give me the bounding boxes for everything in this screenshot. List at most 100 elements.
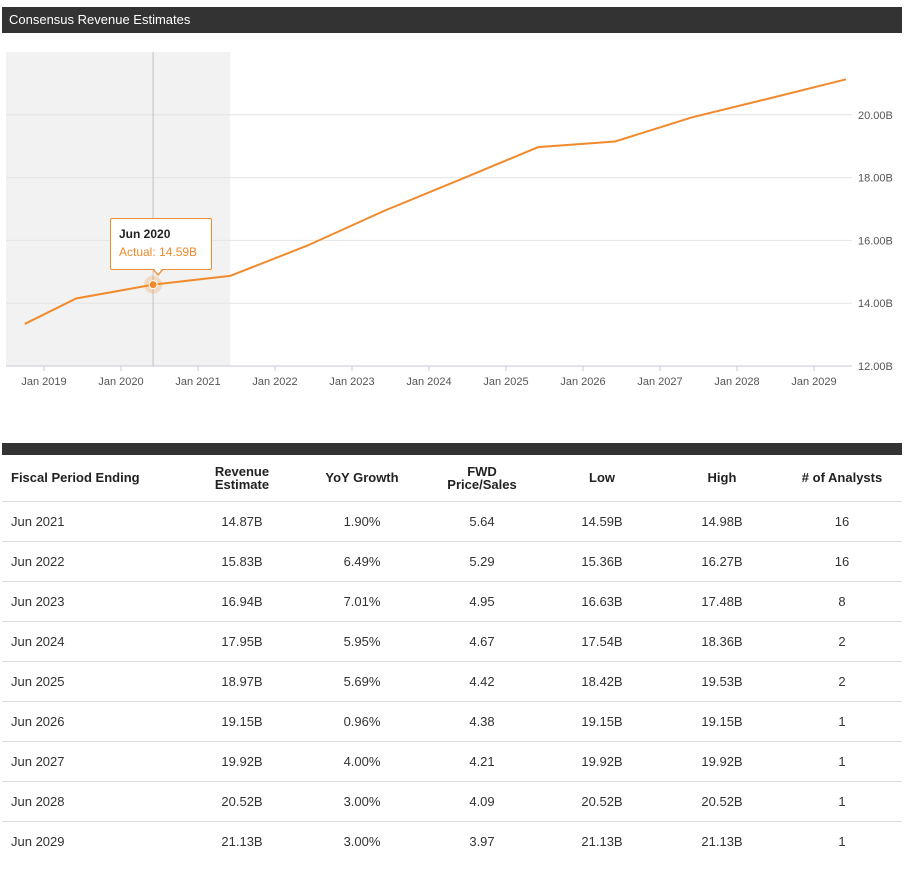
table-header-row: Fiscal Period Ending Revenue Estimate YoY… xyxy=(2,455,902,502)
yoy-growth-cell: 3.00% xyxy=(343,833,381,849)
high-cell: 20.52B xyxy=(662,781,782,822)
low-cell: 17.54B xyxy=(542,621,662,662)
analysts-cell: 2 xyxy=(782,621,902,662)
high-cell: 17.48B xyxy=(662,581,782,622)
revenue-estimate-cell: 14.87B xyxy=(182,501,302,542)
actual-region-shade xyxy=(6,52,231,366)
high-cell: 18.36B xyxy=(662,621,782,662)
analysts-cell: 16 xyxy=(782,541,902,582)
table-row: Jun 2022 15.83B 6.49% 5.29 15.36B 16.27B 16 xyxy=(2,541,902,582)
fiscal-period-cell: Jun 2023 xyxy=(2,581,182,622)
analysts-cell: 1 xyxy=(782,781,902,822)
low-cell: 19.92B xyxy=(542,741,662,782)
low-cell: 18.42B xyxy=(542,661,662,702)
x-tick-label: Jan 2023 xyxy=(329,376,374,388)
hover-point xyxy=(148,280,158,290)
table-row: Jun 2026 19.15B 0.96% 4.38 19.15B 19.15B 1 xyxy=(2,701,902,742)
y-tick-label: 14.00B xyxy=(858,298,893,310)
high-cell: 16.27B xyxy=(662,541,782,582)
x-tick-label: Jan 2019 xyxy=(21,376,66,388)
x-tick-label: Jan 2025 xyxy=(483,376,528,388)
header-low[interactable]: Low xyxy=(542,455,662,502)
table-row: Jun 2021 14.87B 1.90% 5.64 14.59B 14.98B 16 xyxy=(2,501,902,542)
yoy-growth-cell: 5.95% xyxy=(302,621,422,662)
fwd-ps-cell: 4.67 xyxy=(422,621,542,662)
table-row: Jun 2029 21.13B 3.00% 3.97 21.13B 21.13B 1 xyxy=(2,821,902,861)
revenue-estimate-cell: 21.13B xyxy=(221,833,263,849)
fwd-ps-cell: 5.64 xyxy=(422,501,542,542)
chart-tooltip: Jun 2020 Actual: 14.59B xyxy=(110,218,212,270)
high-cell: 21.13B xyxy=(701,833,743,849)
yoy-growth-cell: 5.69% xyxy=(302,661,422,702)
table-row: Jun 2028 20.52B 3.00% 4.09 20.52B 20.52B 1 xyxy=(2,781,902,822)
revenue-estimate-cell: 19.92B xyxy=(182,741,302,782)
fwd-ps-cell: 4.38 xyxy=(422,701,542,742)
tooltip-value: Actual: 14.59B xyxy=(119,245,198,259)
fwd-ps-cell: 3.97 xyxy=(469,833,495,849)
low-cell: 20.52B xyxy=(542,781,662,822)
revenue-estimate-cell: 16.94B xyxy=(182,581,302,622)
fwd-ps-cell: 5.29 xyxy=(422,541,542,582)
tooltip-title: Jun 2020 xyxy=(119,227,171,241)
fwd-ps-cell: 4.42 xyxy=(422,661,542,702)
yoy-growth-cell: 7.01% xyxy=(302,581,422,622)
fiscal-period-cell: Jun 2026 xyxy=(2,701,182,742)
revenue-estimate-cell: 17.95B xyxy=(182,621,302,662)
x-tick-label: Jan 2026 xyxy=(560,376,605,388)
x-tick-label: Jan 2024 xyxy=(406,376,451,388)
analysts-cell: 8 xyxy=(782,581,902,622)
fwd-ps-cell: 4.21 xyxy=(422,741,542,782)
x-tick-label: Jan 2021 xyxy=(175,376,220,388)
y-tick-label: 12.00B xyxy=(858,361,893,373)
revenue-chart[interactable]: 12.00B 14.00B 16.00B 18.00B 20.00B Jan 2019 Ja… xyxy=(0,40,906,400)
low-cell: 14.59B xyxy=(542,501,662,542)
yoy-growth-cell: 6.49% xyxy=(302,541,422,582)
header-analysts[interactable]: # of Analysts xyxy=(782,455,902,502)
high-cell: 19.53B xyxy=(662,661,782,702)
header-fiscal-period[interactable]: Fiscal Period Ending xyxy=(2,455,182,502)
low-cell: 16.63B xyxy=(542,581,662,622)
high-cell: 19.15B xyxy=(662,701,782,742)
header-fwd-price-sales[interactable]: FWD Price/Sales xyxy=(422,455,542,502)
table-row: Jun 2023 16.94B 7.01% 4.95 16.63B 17.48B 8 xyxy=(2,581,902,622)
high-cell: 19.92B xyxy=(662,741,782,782)
fiscal-period-cell: Jun 2022 xyxy=(2,541,182,582)
x-tick-label: Jan 2028 xyxy=(714,376,759,388)
header-revenue-estimate[interactable]: Revenue Estimate xyxy=(182,455,302,502)
header-high[interactable]: High xyxy=(662,455,782,502)
chart-header-bar: Consensus Revenue Estimates xyxy=(2,7,902,33)
tooltip-caret-inner xyxy=(153,268,163,274)
fiscal-period-cell: Jun 2029 xyxy=(11,833,65,849)
low-cell: 19.15B xyxy=(542,701,662,742)
fwd-ps-cell: 4.95 xyxy=(422,581,542,622)
fiscal-period-cell: Jun 2027 xyxy=(2,741,182,782)
header-yoy-growth[interactable]: YoY Growth xyxy=(302,455,422,502)
revenue-estimate-cell: 18.97B xyxy=(182,661,302,702)
analysts-cell: 1 xyxy=(782,701,902,742)
x-tick-label: Jan 2029 xyxy=(791,376,836,388)
low-cell: 15.36B xyxy=(542,541,662,582)
y-tick-label: 18.00B xyxy=(858,173,893,185)
revenue-estimate-cell: 19.15B xyxy=(182,701,302,742)
y-tick-label: 20.00B xyxy=(858,110,893,122)
estimates-table: Fiscal Period Ending Revenue Estimate YoY… xyxy=(2,455,902,861)
fwd-ps-cell: 4.09 xyxy=(422,781,542,822)
fiscal-period-cell: Jun 2024 xyxy=(2,621,182,662)
fiscal-period-cell: Jun 2025 xyxy=(2,661,182,702)
y-tick-label: 16.00B xyxy=(858,235,893,247)
x-tick-label: Jan 2027 xyxy=(637,376,682,388)
yoy-growth-cell: 4.00% xyxy=(302,741,422,782)
yoy-growth-cell: 3.00% xyxy=(302,781,422,822)
revenue-chart-svg[interactable]: 12.00B 14.00B 16.00B 18.00B 20.00B Jan 2019 Ja… xyxy=(0,40,906,400)
x-tick-label: Jan 2022 xyxy=(252,376,297,388)
revenue-series-line xyxy=(24,78,847,325)
table-top-bar xyxy=(2,443,902,455)
analysts-cell: 1 xyxy=(782,741,902,782)
table-row: Jun 2024 17.95B 5.95% 4.67 17.54B 18.36B 2 xyxy=(2,621,902,662)
analysts-cell: 2 xyxy=(782,661,902,702)
low-cell: 21.13B xyxy=(581,833,623,849)
chart-title: Consensus Revenue Estimates xyxy=(9,12,191,27)
revenue-estimate-cell: 15.83B xyxy=(182,541,302,582)
table-row: Jun 2025 18.97B 5.69% 4.42 18.42B 19.53B 2 xyxy=(2,661,902,702)
fiscal-period-cell: Jun 2021 xyxy=(2,501,182,542)
